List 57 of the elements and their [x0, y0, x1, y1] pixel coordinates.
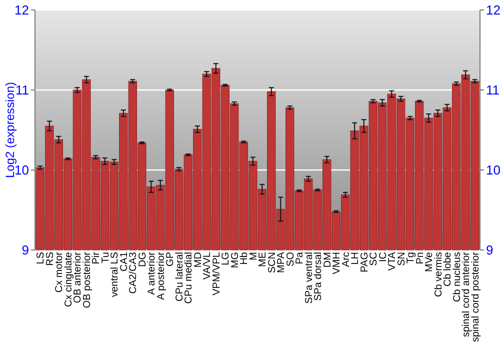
- x-tick-label: Cb lobe: [442, 252, 454, 286]
- x-tick-label: Tu: [100, 252, 112, 264]
- x-tick-label: LG: [220, 252, 232, 266]
- x-tick-label: Cb vermis: [433, 252, 444, 298]
- x-tick-label: spinal cord anterior: [461, 251, 472, 338]
- x-tick-label: MG: [230, 252, 241, 268]
- x-tick-label: Pir: [91, 251, 102, 264]
- x-tick-label: OB posterior: [82, 251, 93, 308]
- x-tick-label: SCN: [266, 252, 278, 274]
- x-tick-label: A anterior: [146, 251, 158, 295]
- x-tick-label: VMH: [332, 252, 343, 274]
- x-tick-label: M: [248, 252, 260, 260]
- x-tick-label: SPa dorsal: [313, 252, 324, 301]
- x-tick-label: PAG: [359, 252, 370, 272]
- x-tick-label: SPa ventral: [304, 252, 315, 304]
- y-axis-title: Log2 (expression): [3, 82, 18, 178]
- x-tick-label: Cx cingulate: [63, 252, 74, 308]
- x-tick-label: RS: [44, 252, 56, 266]
- x-tick-label: GP: [165, 252, 176, 266]
- x-tick-label: Pa: [294, 252, 306, 264]
- y-tick-label: 10: [14, 162, 29, 178]
- x-tick-label: Arc: [340, 252, 352, 267]
- x-tick-label: MVe: [424, 252, 436, 272]
- x-tick-label: DG: [137, 252, 148, 267]
- x-tick-label: LS: [36, 252, 47, 264]
- y-tick-label: 9: [22, 242, 29, 258]
- y-tick-label: 11: [16, 82, 29, 98]
- x-tick-label: ventral LS: [110, 252, 121, 298]
- x-tick-label: CA1: [118, 252, 130, 272]
- x-tick-label: MD: [192, 252, 204, 268]
- x-tick-label: DM: [322, 252, 334, 268]
- x-tick-label: CA2/CA3: [128, 252, 140, 294]
- x-tick-label: VTA: [387, 252, 398, 271]
- x-tick-label: OB anterior: [72, 251, 84, 304]
- y2-tick-label: 9: [486, 242, 494, 258]
- x-tick-label: Tg: [406, 252, 417, 264]
- y-tick-label: 12: [14, 2, 29, 18]
- x-tick-label: Pn: [414, 252, 426, 264]
- x-tick-label: SO: [285, 252, 296, 266]
- x-tick-label: VPM/VPL: [211, 252, 222, 296]
- x-tick-label: Cx motor: [54, 251, 66, 293]
- x-tick-label: spinal cord posterior: [470, 251, 482, 342]
- x-tick-label: CPu lateral: [174, 252, 186, 302]
- x-tick-label: Hb: [239, 252, 250, 265]
- x-tick-label: SC: [368, 252, 380, 266]
- y2-tick-label: 12: [486, 2, 500, 18]
- x-tick-label: CPu medial: [184, 252, 195, 304]
- y2-tick-label: 10: [486, 162, 500, 178]
- x-tick-label: Cb nucleus: [452, 252, 463, 302]
- x-tick-label: MPA: [276, 252, 288, 273]
- x-tick-label: SN: [396, 252, 408, 266]
- y2-tick-label: 11: [486, 82, 500, 98]
- x-tick-label: LH: [350, 252, 362, 265]
- x-tick-label: VA/VL: [202, 252, 214, 280]
- x-tick-label: IC: [378, 252, 389, 262]
- x-tick-label: ME: [258, 252, 269, 267]
- x-tick-label: A posterior: [156, 251, 167, 300]
